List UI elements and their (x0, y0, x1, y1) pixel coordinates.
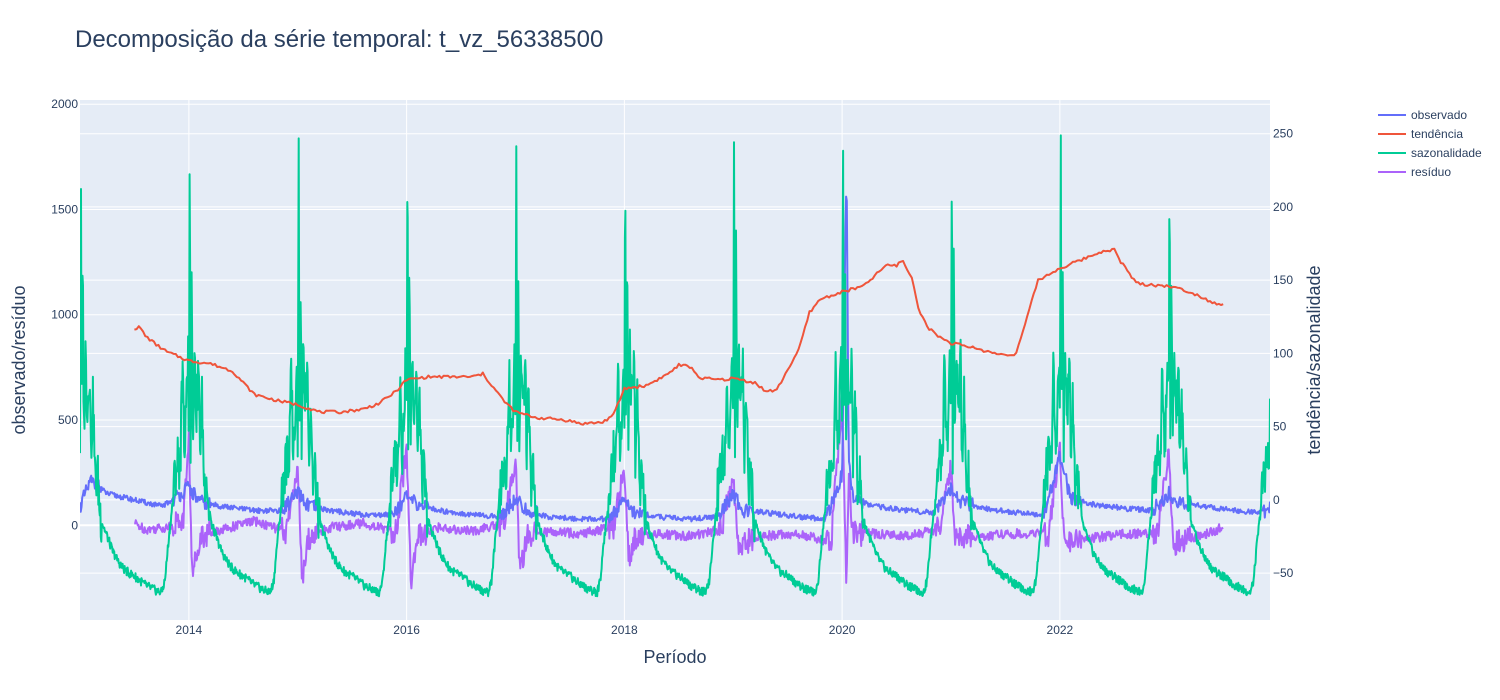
series-line-tendência[interactable] (134, 247, 1224, 426)
y-left-axis-title: observado/resíduo (9, 285, 29, 434)
series-line-sazonalidade[interactable] (80, 134, 1270, 598)
x-tick-label: 2014 (176, 623, 203, 637)
y-right-tick-label: 250 (1273, 127, 1293, 141)
y-left-tick-label: 2000 (51, 97, 78, 111)
y-left-tick-label: 500 (58, 413, 78, 427)
y-right-tick-label: 200 (1273, 200, 1293, 214)
series-line-resíduo[interactable] (134, 393, 1224, 590)
x-axis-ticks: 2014 2016 2018 2020 2022 (176, 623, 1074, 637)
right-axis-ticks: −50 0 50 100 150 200 250 (1273, 127, 1294, 580)
y-right-axis-title: tendência/sazonalidade (1304, 265, 1324, 454)
x-tick-label: 2022 (1047, 623, 1074, 637)
x-tick-label: 2020 (829, 623, 856, 637)
legend-label[interactable]: resíduo (1411, 165, 1451, 179)
y-left-tick-label: 1000 (51, 308, 78, 322)
legend-label[interactable]: sazonalidade (1411, 146, 1482, 160)
legend-label[interactable]: observado (1411, 108, 1467, 122)
legend[interactable]: observado tendência sazonalidade resíduo (1378, 108, 1482, 179)
x-axis-title: Período (643, 647, 706, 667)
y-left-tick-label: 0 (71, 518, 78, 532)
x-tick-label: 2016 (393, 623, 420, 637)
y-right-tick-label: 150 (1273, 273, 1293, 287)
chart-title: Decomposição da série temporal: t_vz_563… (75, 26, 604, 53)
y-right-tick-label: 100 (1273, 346, 1293, 360)
x-tick-label: 2018 (611, 623, 638, 637)
legend-label[interactable]: tendência (1411, 127, 1463, 141)
y-right-tick-label: 50 (1273, 420, 1287, 434)
y-right-tick-label: 0 (1273, 493, 1280, 507)
series-line-observado[interactable] (80, 195, 1270, 524)
y-right-tick-label: −50 (1273, 566, 1294, 580)
series-layer (80, 134, 1270, 598)
left-axis-ticks: 0 500 1000 1500 2000 (51, 97, 78, 532)
y-left-tick-label: 1500 (51, 202, 78, 216)
